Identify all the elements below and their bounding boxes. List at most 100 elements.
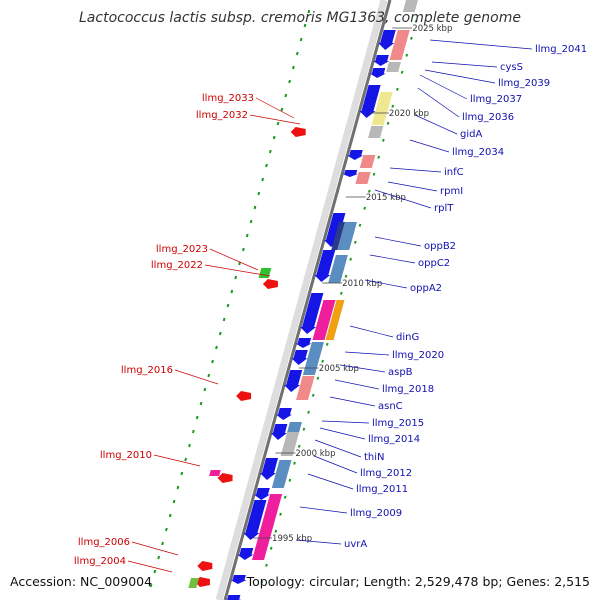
gc-dash — [242, 247, 245, 252]
cog-color-box — [271, 460, 292, 488]
gc-dash — [222, 317, 226, 322]
gene-arrow-reverse — [230, 575, 247, 584]
label-leader-line — [369, 254, 416, 264]
label-leader-line — [299, 506, 348, 514]
label-leader-line — [414, 114, 458, 135]
gene-arrow-forward — [290, 127, 306, 137]
gc-dash — [302, 427, 306, 431]
gc-dash — [377, 155, 381, 159]
gc-dash — [272, 135, 276, 140]
gene-arrow-forward — [236, 391, 252, 401]
gene-box-forward — [209, 470, 221, 476]
map-title: Lactococcus lactis subsp. cremoris MG136… — [79, 10, 521, 26]
scale-tick-label: 2020 kbp — [389, 109, 429, 119]
label-leader-line — [307, 473, 354, 490]
gc-dash — [353, 240, 357, 244]
gene-arrow-reverse — [275, 408, 292, 420]
cog-color-box — [296, 376, 315, 400]
label-leader-line — [349, 325, 394, 338]
gc-dash — [265, 563, 268, 567]
gene-label-right: llmg_2015 — [372, 418, 424, 429]
scale-ticks: 2025 kbp 2020 kbp 2015 kbp 2010 kbp 2005 kbp… — [252, 24, 452, 544]
gc-dash — [161, 541, 164, 546]
scale-tick-label: 2010 kbp — [342, 279, 382, 289]
gc-dash — [176, 485, 180, 490]
chromosome-ring — [215, 0, 392, 600]
cog-color-box — [325, 300, 345, 340]
gc-dash — [280, 107, 284, 112]
chromosome-backbone-shadow — [215, 0, 388, 600]
cog-color-box — [355, 172, 371, 184]
gene-box-forward — [188, 578, 200, 588]
label-leader-line — [339, 364, 386, 373]
gene-label-right: asnC — [378, 401, 403, 412]
gene-arrow-reverse — [359, 85, 381, 118]
label-leaders — [127, 39, 533, 573]
gc-dash — [168, 513, 172, 518]
gene-arrow-reverse — [243, 500, 267, 540]
cog-color-box — [337, 222, 357, 250]
gc-dash — [230, 289, 234, 294]
gene-label-right: llmg_2037 — [470, 94, 522, 105]
gc-dash — [226, 303, 230, 308]
gene-label-left: llmg_2010 — [100, 450, 152, 461]
gc-dash — [295, 51, 299, 56]
gc-dash — [249, 219, 253, 224]
scale-tick-label: 2000 kbp — [295, 449, 335, 459]
label-leader-line — [131, 541, 179, 556]
gene-arrow-reverse — [342, 170, 359, 177]
gc-dash — [165, 527, 168, 532]
gene-label-left: llmg_2033 — [202, 93, 254, 104]
gene-label-right: gidA — [460, 129, 482, 140]
gene-label-left: llmg_2032 — [196, 110, 248, 121]
gene-label-right: uvrA — [344, 539, 367, 550]
gene-label-right: dinG — [396, 332, 419, 343]
gc-dash — [261, 177, 265, 182]
gene-labels: llmg_2041 cysS llmg_2039 llmg_2037 llmg_2036… — [74, 44, 587, 567]
gc-dash — [203, 387, 207, 392]
gene-arrow-reverse — [300, 293, 324, 334]
gc-dash — [283, 495, 287, 499]
gc-dash — [180, 471, 184, 476]
gene-arrow-reverse — [291, 350, 308, 365]
gene-features — [188, 0, 418, 600]
label-leader-line — [431, 61, 498, 68]
scale-tick-label: 2015 kbp — [366, 193, 406, 203]
gc-dash — [188, 443, 191, 448]
label-leader-line — [374, 236, 422, 247]
gc-dash — [349, 257, 353, 261]
gc-dash — [276, 121, 280, 126]
label-leader-line — [314, 439, 362, 458]
gc-dash — [253, 205, 257, 210]
gc-dash — [382, 138, 385, 142]
gene-arrow-reverse — [253, 488, 270, 500]
gc-dash — [307, 9, 311, 14]
gc-dash — [284, 93, 288, 98]
gc-dash — [199, 401, 203, 406]
gc-dash — [339, 291, 343, 295]
gene-arrow-reverse — [373, 55, 390, 66]
gc-dash — [292, 65, 295, 70]
gc-dash — [307, 410, 310, 414]
gc-dash — [293, 461, 296, 465]
label-leader-line — [329, 396, 376, 407]
gene-label-right: rpmI — [440, 186, 463, 197]
gc-dash — [367, 189, 371, 193]
label-leader-line — [344, 351, 390, 356]
gc-dash — [363, 206, 367, 210]
gc-dash — [211, 359, 214, 364]
gc-content-track — [149, 9, 418, 588]
gene-arrow-reverse — [369, 68, 386, 78]
gc-dash — [153, 569, 157, 574]
cog-color-box — [386, 62, 401, 72]
label-leader-line — [153, 454, 201, 467]
gene-label-right: rplT — [434, 203, 454, 214]
gc-dash — [260, 580, 264, 584]
label-leader-line — [204, 264, 271, 277]
gene-label-right: llmg_2018 — [382, 384, 434, 395]
gc-dash — [172, 499, 176, 504]
gene-label-right: oppB2 — [424, 241, 456, 252]
gene-label-right: llmg_2014 — [368, 434, 420, 445]
label-leader-line — [387, 181, 438, 192]
